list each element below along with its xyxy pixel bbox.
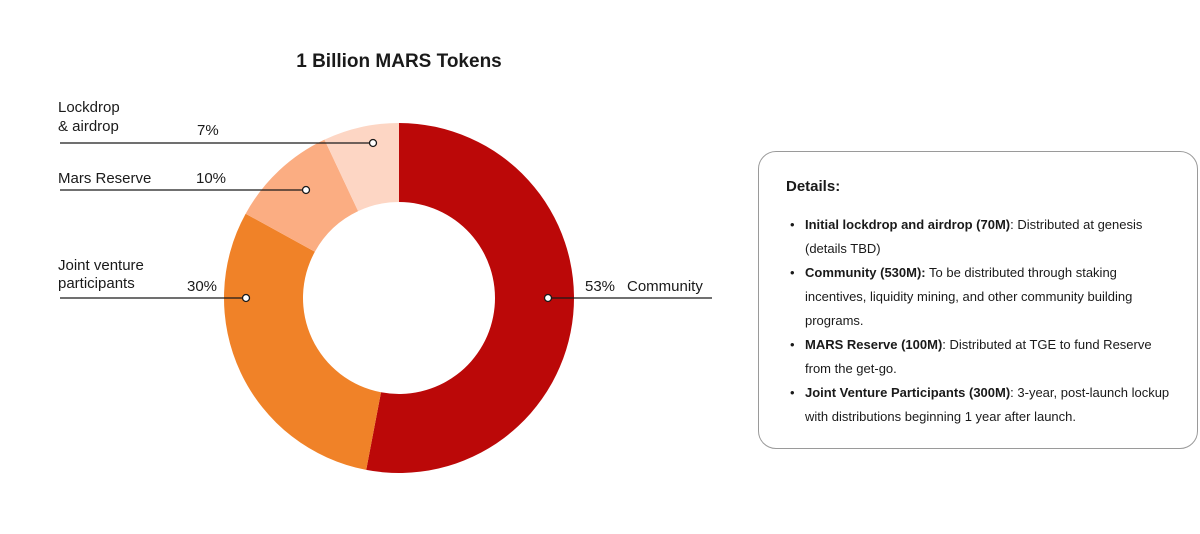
slice-mars-reserve: [245, 139, 359, 252]
donut-chart: 1 Billion MARS Tokens Lockdrop & airdrop…: [58, 51, 712, 473]
leader-dot-community: [543, 293, 553, 303]
pct-community: 53%: [585, 278, 615, 295]
details-item-text: To be distributed through staking incent…: [805, 265, 1133, 328]
pct-reserve: 10%: [196, 170, 226, 187]
slice-lockdrop-airdrop: [324, 123, 399, 212]
label-jv-line2: participants: [58, 275, 135, 292]
details-item-text: : Distributed at TGE to fund Reserve fro…: [805, 337, 1152, 376]
details-panel: Details: Initial lockdrop and airdrop (7…: [758, 151, 1198, 449]
details-item-lockdrop: Initial lockdrop and airdrop (70M): Dist…: [786, 213, 1177, 261]
details-item-title: MARS Reserve (100M): [805, 337, 943, 352]
pct-jv: 30%: [187, 278, 217, 295]
details-heading: Details:: [786, 178, 841, 195]
details-item-community: Community (530M): To be distributed thro…: [786, 261, 1177, 333]
label-community: Community: [627, 278, 703, 295]
leader-dot-jv: [241, 293, 251, 303]
slice-joint-venture-participants: [224, 213, 382, 470]
leader-dot-lockdrop: [368, 138, 378, 148]
details-item-title: Joint Venture Participants (300M): [805, 385, 1011, 400]
details-list: Initial lockdrop and airdrop (70M): Dist…: [786, 213, 1177, 429]
label-lockdrop-line1: Lockdrop: [58, 99, 120, 116]
slice-community: [366, 123, 574, 473]
details-item-reserve: MARS Reserve (100M): Distributed at TGE …: [786, 333, 1177, 381]
label-jv-line1: Joint venture: [58, 257, 144, 274]
details-item-text: : Distributed at genesis (details TBD): [805, 217, 1143, 256]
donut-slices: [224, 123, 574, 473]
label-reserve: Mars Reserve: [58, 170, 151, 187]
label-lockdrop-line2: & airdrop: [58, 118, 119, 135]
details-item-text: : 3-year, post-launch lockup with distri…: [805, 385, 1170, 424]
details-item-jv: Joint Venture Participants (300M): 3-yea…: [786, 381, 1177, 429]
details-item-title: Initial lockdrop and airdrop (70M): [805, 217, 1011, 232]
chart-title: 1 Billion MARS Tokens: [296, 51, 502, 72]
leader-dot-reserve: [301, 185, 311, 195]
pct-lockdrop: 7%: [197, 122, 219, 139]
details-item-title: Community (530M):: [805, 265, 926, 280]
